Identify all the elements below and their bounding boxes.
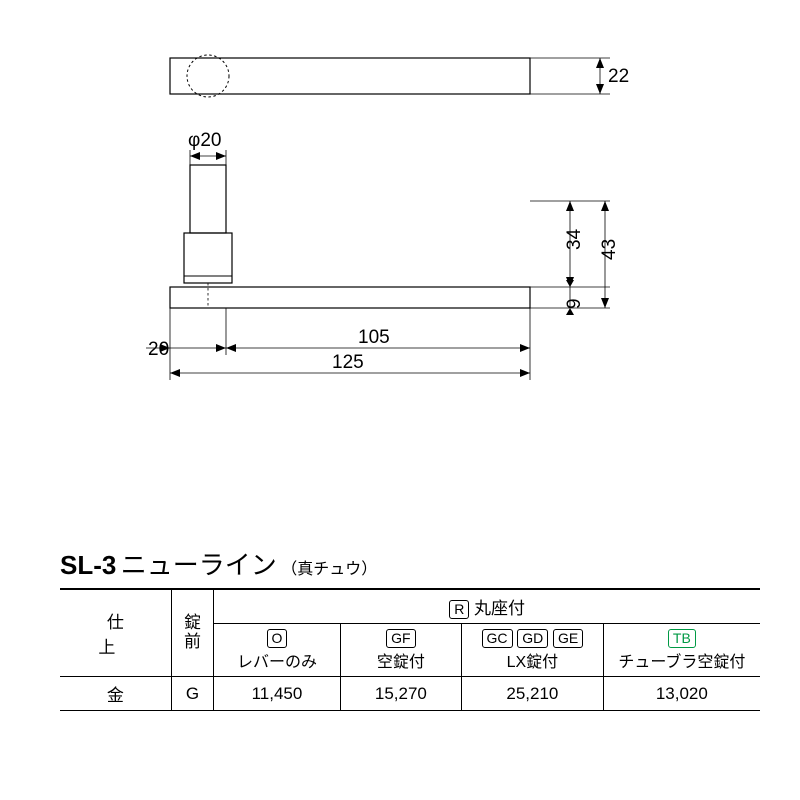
row-lock-code: G xyxy=(171,677,213,711)
sublabel-1: 空錠付 xyxy=(377,654,425,671)
price-table: 仕 上 錠 前 R 丸座付 O レバーのみ GF 空錠付 GC GD GE xyxy=(60,588,760,711)
dim-22: 22 xyxy=(608,66,629,87)
subhead-1: GF 空錠付 xyxy=(340,624,461,677)
header-group-label: 丸座付 xyxy=(474,599,525,618)
price-0: 11,450 xyxy=(214,677,340,711)
price-1: 15,270 xyxy=(340,677,461,711)
sublabel-0: レバーのみ xyxy=(237,654,317,671)
badge-o: O xyxy=(267,629,288,648)
dim-105: 105 xyxy=(358,327,390,348)
badge-gd: GD xyxy=(517,629,548,648)
sublabel-3: チューブラ空錠付 xyxy=(618,654,745,671)
price-3: 13,020 xyxy=(603,677,760,711)
badge-r: R xyxy=(449,600,469,619)
drawing-svg: 22 φ20 3 xyxy=(110,50,690,450)
dim-20: 20 xyxy=(148,339,169,360)
header-group: R 丸座付 xyxy=(214,589,760,624)
col-lock-line2: 前 xyxy=(184,632,201,651)
sublabel-2: LX錠付 xyxy=(507,654,559,671)
technical-drawing: 22 φ20 3 xyxy=(110,50,690,450)
col-finish: 仕 上 xyxy=(60,589,171,677)
badge-gf: GF xyxy=(386,629,415,648)
product-code: SL-3 xyxy=(60,550,116,580)
top-view: 22 xyxy=(170,55,629,97)
side-view: φ20 34 43 9 xyxy=(146,130,620,380)
badge-ge: GE xyxy=(553,629,583,648)
product-heading: SL-3 ニューライン （真チュウ） xyxy=(60,545,760,582)
col-lock-line1: 錠 xyxy=(184,613,201,632)
dim-43: 43 xyxy=(599,239,620,260)
product-table-area: SL-3 ニューライン （真チュウ） 仕 上 錠 前 R 丸座付 O レバーのみ… xyxy=(60,545,760,711)
row-finish: 金 xyxy=(60,677,171,711)
price-2: 25,210 xyxy=(462,677,604,711)
dim-34: 34 xyxy=(564,228,585,250)
dim-125: 125 xyxy=(332,352,364,373)
subhead-3: TB チューブラ空錠付 xyxy=(603,624,760,677)
col-lock: 錠 前 xyxy=(171,589,213,677)
dim-9: 9 xyxy=(564,298,585,309)
subhead-0: O レバーのみ xyxy=(214,624,340,677)
dim-phi20: φ20 xyxy=(188,130,221,151)
subhead-2: GC GD GE LX錠付 xyxy=(462,624,604,677)
product-material: （真チュウ） xyxy=(281,561,377,578)
product-name: ニューライン xyxy=(121,550,277,580)
badge-gc: GC xyxy=(482,629,513,648)
badge-tb: TB xyxy=(668,629,696,648)
